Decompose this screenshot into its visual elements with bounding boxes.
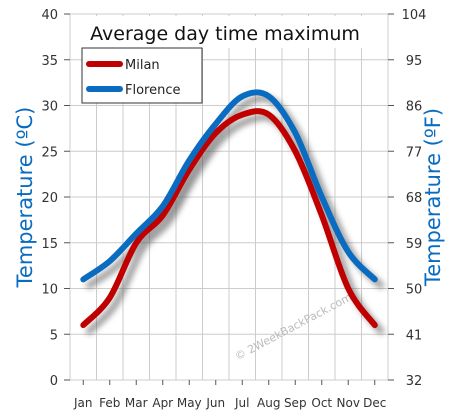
y-tick-right: 59	[406, 237, 423, 252]
y-axis-left-title: Temperature (ºC)	[13, 107, 37, 289]
y-tick-left: 40	[41, 8, 58, 23]
x-tick-label: May	[177, 396, 202, 410]
x-tick-label: Jun	[205, 396, 225, 410]
series-lines	[80, 89, 378, 329]
chart-title: Average day time maximum	[90, 23, 360, 45]
x-tick-label: Oct	[311, 396, 332, 410]
title-box: Average day time maximum	[80, 16, 370, 48]
series-shadow-milan	[85, 113, 385, 335]
x-tick-label: Feb	[99, 396, 120, 410]
x-axis: Jan Feb Mar Apr May Jun Jul Aug Sep Oct Nov Dec	[73, 380, 386, 410]
y-axis-right-title: Temperature (ºF)	[421, 108, 445, 287]
x-tick-label: Nov	[337, 396, 360, 410]
x-tick-label: Aug	[257, 396, 280, 410]
y-tick-right: 41	[406, 328, 423, 343]
y-tick-right: 104	[402, 8, 427, 23]
y-tick-right: 68	[406, 191, 423, 206]
y-tick-left: 10	[41, 283, 58, 298]
series-line-milan	[80, 108, 378, 329]
x-tick-label: Apr	[152, 396, 173, 410]
x-tick-label: Jul	[234, 396, 249, 410]
x-tick-label: Mar	[125, 396, 148, 410]
x-tick-label: Dec	[363, 396, 386, 410]
legend-label-florence: Florence	[125, 83, 181, 98]
y-tick-left: 30	[41, 100, 58, 115]
y-tick-right: 32	[406, 374, 423, 389]
y-axis-right: 32 41 50 59 68 77 86 95 104	[388, 8, 426, 389]
y-tick-left: 0	[50, 374, 58, 389]
x-tick-label: Jan	[73, 396, 93, 410]
x-tick-label: Sep	[284, 396, 307, 410]
y-tick-right: 86	[406, 100, 423, 115]
y-tick-right: 95	[406, 54, 423, 69]
y-tick-left: 35	[41, 54, 58, 69]
y-tick-left: 5	[50, 328, 58, 343]
y-tick-left: 15	[41, 237, 58, 252]
y-tick-left: 20	[41, 191, 58, 206]
y-tick-right: 50	[406, 283, 423, 298]
series-line-florence	[80, 89, 378, 283]
legend: Milan Florence	[81, 47, 203, 104]
y-tick-left: 25	[41, 145, 58, 160]
legend-label-milan: Milan	[125, 58, 160, 73]
y-axis-left: 0 5 10 15 20 25 30 35 40	[41, 8, 70, 389]
y-tick-right: 77	[406, 145, 423, 160]
